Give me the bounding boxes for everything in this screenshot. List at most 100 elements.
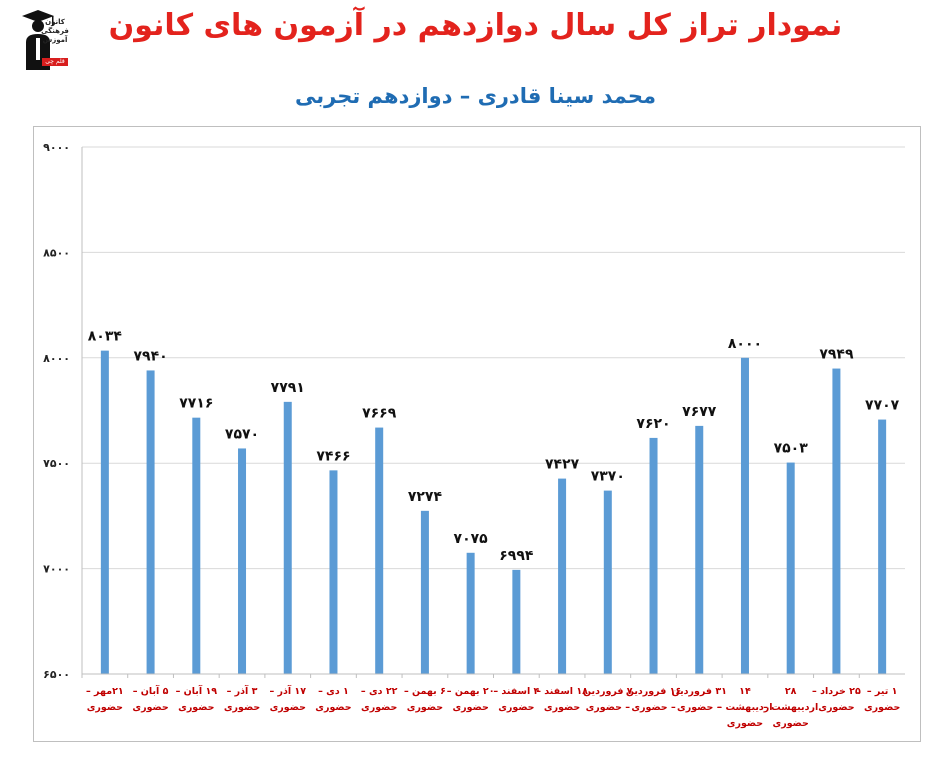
x-tick-label-line: حضوری <box>773 718 809 729</box>
bar <box>375 427 384 674</box>
data-label: ۷۰۷۵ <box>454 531 489 547</box>
bar <box>740 357 749 674</box>
x-tick-label-line: حضوری <box>498 702 534 713</box>
chart-frame <box>33 126 921 742</box>
x-tick-label-line: اردیبهشت – <box>717 702 772 713</box>
bar <box>649 437 658 674</box>
data-label: ۷۴۶۶ <box>316 448 350 464</box>
x-tick-label: ۲۸ اردیبهشت – حضوری <box>763 686 818 729</box>
data-label: ۸۰۰۰ <box>728 336 762 352</box>
x-tick-label: ۲۲ دی – حضوری <box>361 686 398 713</box>
chart-title: نمودار تراز کل سال دوازدهم در آزمون های … <box>108 8 843 43</box>
data-label: ۸۰۳۴ <box>88 329 123 345</box>
x-tick-label: ۱۴ اردیبهشت – حضوری <box>717 686 772 729</box>
x-tick-label-line: – حضوری <box>586 702 631 713</box>
x-tick-label-line: – حضوری <box>631 702 676 713</box>
logo-line: آموزش <box>42 36 68 44</box>
x-tick-label-line: حضوری <box>132 702 168 713</box>
logo-text: کانون فرهنگی آموزش <box>40 18 70 45</box>
x-tick-label: ۴ اسفند – حضوری <box>493 686 539 713</box>
logo-line: کانون <box>45 18 65 26</box>
x-tick-label-line: ۱۸ اسفند – <box>536 686 588 697</box>
x-tick-label: ۲۵ خرداد – حضوری <box>812 686 861 713</box>
x-tick-label-line: ۳ آذر – <box>227 684 258 697</box>
bar <box>100 350 109 674</box>
data-label: ۷۲۷۴ <box>408 489 443 505</box>
x-tick-label-line: حضوری <box>818 702 854 713</box>
x-tick-label-line: ۷ فروردین <box>583 686 633 697</box>
bar <box>466 552 475 674</box>
data-label: ۷۷۰۷ <box>865 398 900 414</box>
bar <box>603 490 612 674</box>
data-label: ۷۳۷۰ <box>591 469 625 485</box>
x-tick-label: ۳۱ فروردین – حضوری <box>672 686 727 713</box>
x-tick-label-line: حضوری <box>452 702 488 713</box>
x-tick-label-line: ۲۱مهر – <box>86 686 124 697</box>
x-tick-label-line: ۶ بهمن – <box>404 686 446 697</box>
y-tick-label: ۷۵۰۰ <box>43 457 70 470</box>
x-tick-label-line: حضوری <box>544 702 580 713</box>
x-tick-label-line: حضوری <box>315 702 351 713</box>
bar <box>695 425 704 674</box>
data-label: ۷۵۰۳ <box>774 441 809 457</box>
bar <box>420 510 429 674</box>
chart-subtitle: محمد سینا قادری – دوازدهم تجربی <box>295 84 656 108</box>
x-tick-label-line: – حضوری <box>677 702 722 713</box>
x-tick-label: ۱ دی – حضوری <box>315 686 351 713</box>
bar <box>283 401 292 674</box>
data-label: ۷۹۴۹ <box>819 347 854 363</box>
x-tick-label: ۱۸ اسفند – حضوری <box>536 686 588 713</box>
x-tick-label-line: حضوری <box>178 702 214 713</box>
data-label: ۷۵۷۰ <box>225 426 259 442</box>
x-tick-label: ۲۱مهر – حضوری <box>86 686 124 713</box>
x-tick-label: ۱۷ آذر – حضوری <box>269 684 306 713</box>
x-tick-label-line: ۲۵ خرداد – <box>812 686 861 697</box>
x-tick-label: ۱۹ آبان – حضوری <box>176 684 218 713</box>
x-tick-label-line: ۱ تیر – <box>867 686 898 697</box>
x-tick-label-line: ۱ دی – <box>318 686 349 697</box>
data-label: ۷۴۲۷ <box>545 457 580 473</box>
data-label: ۷۶۶۹ <box>362 406 397 422</box>
x-tick-label-line: ۱۶ فروردین <box>626 686 681 697</box>
x-tick-label: ۳ آذر – حضوری <box>224 684 260 713</box>
y-tick-label: ۷۰۰۰ <box>43 563 70 576</box>
y-tick-label: ۸۰۰۰ <box>43 352 70 365</box>
x-tick-label-line: ۳۱ فروردین <box>672 686 727 697</box>
x-tick-label-line: حضوری <box>727 718 763 729</box>
x-tick-label-line: ۲۲ دی – <box>361 686 398 697</box>
data-label: ۶۹۹۴ <box>499 548 534 564</box>
x-tick-label-line: ۲۸ <box>785 686 797 697</box>
x-tick-label-line: حضوری <box>361 702 397 713</box>
x-tick-label: ۷ فروردین – حضوری <box>583 686 633 713</box>
x-tick-label: ۶ بهمن – حضوری <box>404 686 446 713</box>
data-label: ۷۷۹۱ <box>271 380 305 396</box>
data-label: ۷۹۴۰ <box>133 348 167 364</box>
bar <box>238 448 247 674</box>
x-tick-label-line: ۱۹ آبان – <box>176 684 218 697</box>
x-tick-label-line: ۱۷ آذر – <box>269 684 306 697</box>
bar <box>786 462 795 674</box>
data-label: ۷۶۲۰ <box>636 416 670 432</box>
x-tick-label-line: ۱۴ <box>739 686 751 697</box>
x-tick-label: ۵ آبان – حضوری <box>132 684 168 713</box>
data-label: ۷۷۱۶ <box>179 396 213 412</box>
data-label: ۷۶۷۷ <box>682 404 717 420</box>
bar <box>832 368 841 674</box>
logo-badge: قلم چی <box>42 58 68 66</box>
x-tick-label-line: حضوری <box>407 702 443 713</box>
y-tick-label: ۶۵۰۰ <box>43 668 70 681</box>
bar <box>512 569 521 674</box>
logo-line: فرهنگی <box>41 27 69 35</box>
x-tick-label-line: حضوری <box>224 702 260 713</box>
bar <box>878 419 887 674</box>
bar <box>192 417 201 674</box>
x-tick-label-line: ۲۰ بهمن – <box>447 686 495 697</box>
x-tick-label-line: ۵ آبان – <box>133 684 169 697</box>
x-tick-label-line: حضوری <box>87 702 123 713</box>
x-tick-label-line: ۴ اسفند – <box>493 686 539 697</box>
bar <box>329 470 338 674</box>
x-tick-label-line: حضوری <box>864 702 900 713</box>
x-tick-label: ۲۰ بهمن – حضوری <box>447 686 495 713</box>
x-tick-label: ۱ تیر – حضوری <box>864 686 900 713</box>
